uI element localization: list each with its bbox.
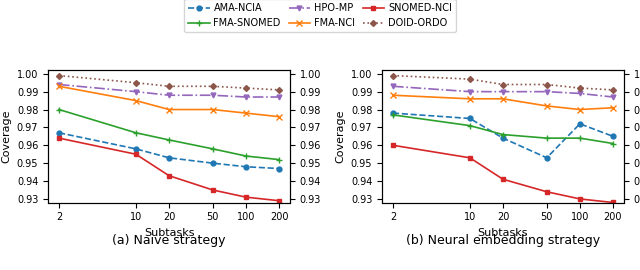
X-axis label: Subtasks: Subtasks: [477, 228, 528, 238]
Y-axis label: Coverage: Coverage: [335, 110, 345, 163]
Y-axis label: Coverage: Coverage: [1, 110, 12, 163]
Title: (a) Naive strategy: (a) Naive strategy: [112, 234, 226, 247]
X-axis label: Subtasks: Subtasks: [144, 228, 195, 238]
Legend: AMA-NCIA, FMA-SNOMED, HPO-MP, FMA-NCI, SNOMED-NCI, DOID-ORDO: AMA-NCIA, FMA-SNOMED, HPO-MP, FMA-NCI, S…: [184, 0, 456, 32]
Title: (b) Neural embedding strategy: (b) Neural embedding strategy: [406, 234, 600, 247]
